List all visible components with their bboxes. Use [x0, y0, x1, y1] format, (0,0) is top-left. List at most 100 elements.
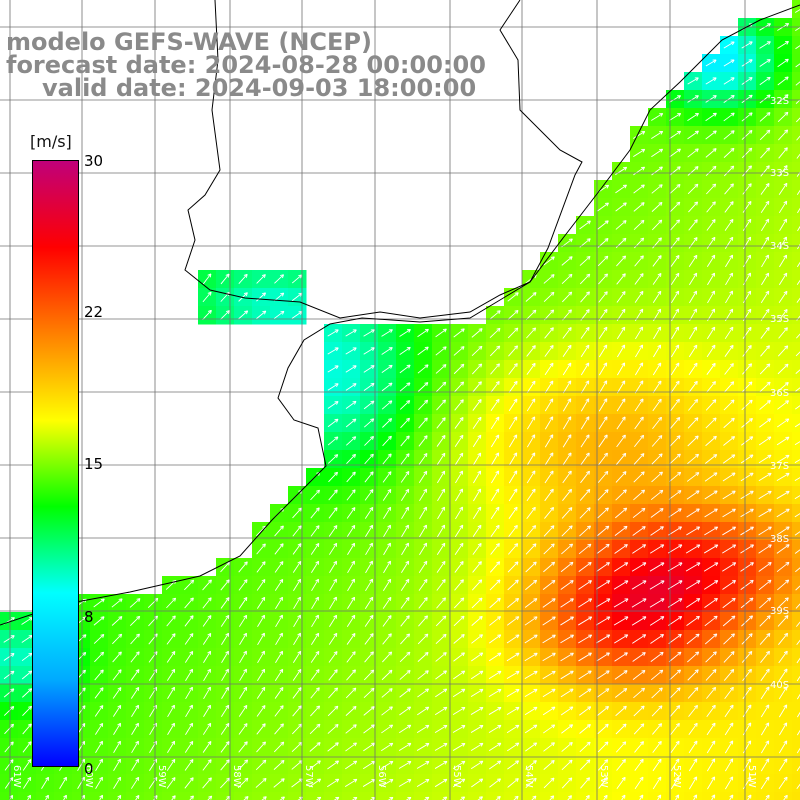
wind-arrow	[365, 524, 374, 537]
wind-arrow	[634, 273, 644, 285]
wind-arrow	[795, 81, 800, 86]
wind-arrow	[579, 273, 591, 285]
wind-arrow	[455, 470, 464, 484]
wind-arrow	[653, 344, 662, 358]
wind-arrow	[507, 327, 519, 339]
colorbar-tick-8: 8	[84, 608, 94, 626]
wind-arrow	[615, 489, 627, 501]
field-cell	[432, 792, 451, 800]
wind-arrow	[723, 112, 735, 122]
wind-arrow	[562, 416, 572, 430]
wind-arrow	[761, 236, 769, 250]
wind-arrow	[598, 398, 608, 412]
wind-arrow	[776, 418, 790, 428]
wind-arrow	[688, 219, 698, 231]
wind-arrow	[723, 130, 735, 140]
wind-arrow	[706, 219, 716, 231]
wind-arrow	[363, 382, 375, 391]
field-cell	[666, 792, 685, 800]
wind-arrow	[688, 399, 699, 411]
wind-arrow	[580, 326, 590, 339]
lon-label: 53W	[598, 765, 609, 788]
wind-arrow	[705, 454, 718, 464]
wind-arrow	[327, 436, 339, 446]
wind-arrow	[580, 434, 590, 448]
wind-arrow	[632, 131, 646, 139]
wind-arrow	[669, 148, 681, 158]
wind-arrow	[687, 112, 699, 121]
wind-arrow	[526, 506, 536, 519]
wind-arrow	[598, 273, 608, 285]
wind-arrow	[454, 434, 464, 448]
wind-arrow	[723, 399, 735, 411]
field-cell	[792, 180, 800, 199]
wind-arrow	[310, 507, 320, 519]
field-cell	[288, 792, 307, 800]
wind-arrow	[345, 400, 357, 410]
wind-arrow	[454, 452, 464, 466]
wind-arrow	[668, 508, 682, 518]
wind-arrow	[689, 326, 698, 340]
wind-arrow	[383, 506, 392, 519]
wind-arrow	[705, 112, 717, 122]
wind-arrow	[292, 507, 302, 519]
wind-arrow	[473, 488, 482, 502]
wind-arrow	[381, 400, 393, 410]
wind-arrow	[274, 525, 284, 537]
wind-arrow	[776, 454, 790, 464]
wind-arrow	[598, 434, 608, 448]
wind-arrow	[436, 417, 446, 429]
wind-arrow	[544, 398, 554, 412]
field-cell	[792, 54, 800, 73]
wind-arrow	[526, 525, 537, 537]
wind-arrow	[327, 365, 339, 373]
wind-arrow	[436, 435, 446, 447]
wind-arrow	[220, 310, 230, 320]
lat-label: 32S	[770, 96, 789, 107]
wind-arrow	[562, 327, 572, 339]
wind-arrow	[778, 200, 788, 214]
wind-arrow	[580, 416, 590, 430]
wind-arrow	[742, 183, 752, 195]
colorbar-tick-30: 30	[84, 152, 104, 170]
wind-arrow	[795, 405, 800, 410]
wind-arrow	[597, 489, 609, 501]
field-cell	[792, 504, 800, 523]
wind-arrow	[490, 506, 500, 520]
wind-arrow	[364, 436, 374, 446]
colorbar-unit: [m/s]	[30, 132, 72, 151]
wind-arrow	[596, 525, 610, 537]
wind-arrow	[507, 292, 519, 302]
wind-arrow	[616, 344, 626, 358]
wind-arrow	[705, 399, 717, 411]
wind-arrow	[598, 380, 608, 394]
wind-arrow	[472, 524, 482, 538]
wind-arrow	[562, 470, 572, 484]
wind-arrow	[310, 489, 320, 501]
field-cell	[792, 756, 800, 775]
wind-arrow	[723, 77, 735, 85]
wind-arrow	[401, 524, 409, 538]
field-cell	[684, 792, 703, 800]
wind-arrow	[597, 507, 609, 519]
field-cell	[792, 198, 800, 217]
wind-arrow	[238, 310, 249, 320]
wind-arrow	[454, 399, 464, 411]
wind-arrow	[562, 309, 572, 321]
wind-arrow	[651, 201, 663, 212]
wind-arrow	[796, 297, 800, 303]
wind-arrow	[598, 344, 608, 358]
field-cell	[774, 792, 793, 800]
wind-arrow	[741, 94, 753, 104]
wind-arrow	[796, 189, 800, 196]
field-cell	[18, 792, 37, 800]
field-cell	[342, 792, 361, 800]
wind-arrow	[741, 77, 753, 85]
wind-arrow	[543, 525, 555, 537]
field-cell	[792, 126, 800, 145]
wind-arrow	[363, 329, 375, 337]
wind-arrow	[489, 345, 501, 357]
wind-arrow	[669, 453, 681, 465]
wind-arrow	[597, 202, 609, 212]
wind-arrow	[580, 291, 590, 303]
